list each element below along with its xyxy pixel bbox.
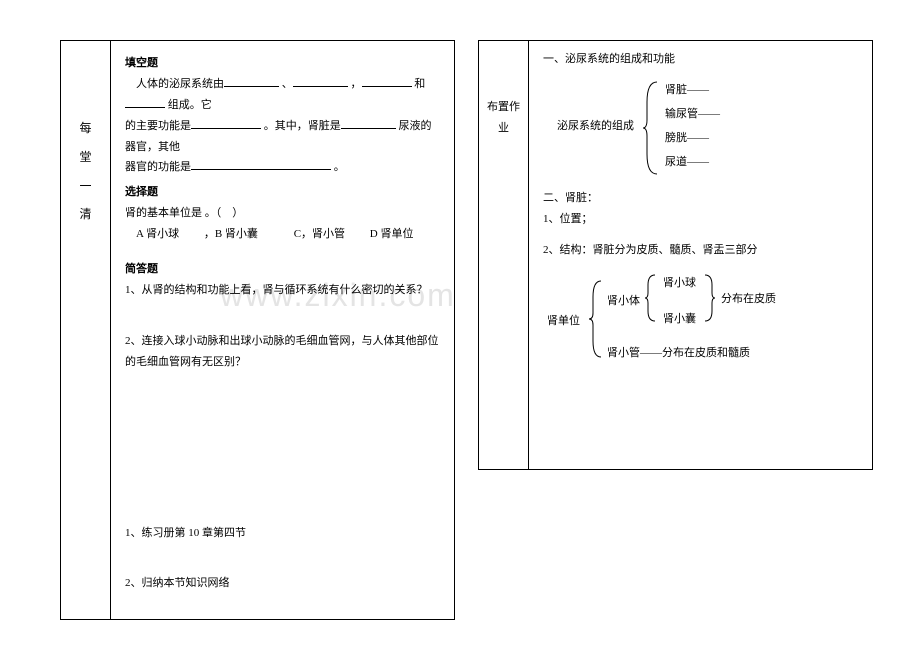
blank — [224, 75, 279, 87]
right-sidebar: 布置作业 — [479, 41, 529, 469]
text: 和 — [414, 78, 425, 90]
dist-label: 分布在皮质 — [721, 289, 776, 310]
sidebar-label: 布置作业 — [483, 97, 524, 139]
choice-opt: C，肾小管 — [294, 228, 345, 240]
comp-label: 泌尿系统的组成 — [557, 116, 634, 137]
fill-line: 人体的泌尿系统由 、 ， 和 组成。它 — [125, 74, 440, 116]
short-q2: 2、连接入球小动脉和出球小动脉的毛细血管网，与人体其他部位的毛细血管网有无区别？ — [125, 331, 440, 373]
blank — [125, 96, 165, 108]
hw-item: 2、归纳本节知识网络 — [125, 573, 440, 594]
brace-icon — [703, 273, 717, 323]
sec2-struct: 2、结构：肾脏分为皮质、髓质、肾盂三部分 — [543, 240, 858, 261]
choice-opt: D 肾单位 — [370, 228, 414, 240]
choice-options: A 肾小球 ，B 肾小囊 C，肾小管 D 肾单位 — [125, 224, 440, 245]
text: 人体的泌尿系统由 — [125, 78, 224, 90]
hw-item: 1、练习册第 10 章第四节 — [125, 523, 440, 544]
unit-label: 肾单位 — [547, 311, 580, 332]
brace-icon — [643, 80, 661, 176]
comp-item: 尿道—— — [665, 150, 858, 174]
short-q1: 1、从肾的结构和功能上看，肾与循环系统有什么密切的关系？ — [125, 280, 440, 301]
right-content: 一、泌尿系统的组成和功能 泌尿系统的组成 肾脏—— 输尿管—— 膀胱—— 尿道—… — [529, 41, 872, 469]
blank — [191, 117, 261, 129]
brace-icon — [645, 273, 659, 323]
left-content: 填空题 人体的泌尿系统由 、 ， 和 组成。它 的主要功能是 。其中，肾脏是 尿… — [111, 41, 454, 619]
blank — [362, 75, 412, 87]
blank — [341, 117, 396, 129]
section-1-title: 一、泌尿系统的组成和功能 — [543, 49, 858, 70]
blank — [191, 158, 331, 170]
brace-icon — [589, 279, 605, 359]
text: 连接入球小动脉和出球小动脉的毛细血管网，与人体其他部位的毛细血管网有无区别？ — [125, 335, 439, 368]
tube-label: 肾小管——分布在皮质和髓质 — [607, 343, 750, 364]
text: 器官的功能是 — [125, 161, 191, 173]
nang-label: 肾小囊 — [663, 309, 696, 330]
text: 、 — [282, 78, 293, 90]
text: ， — [351, 78, 362, 90]
sidebar-char: 清 — [79, 203, 91, 226]
sidebar-char: 一 — [79, 175, 91, 198]
short-title: 简答题 — [125, 259, 440, 280]
body-label: 肾小体 — [607, 291, 640, 312]
sec2-pos: 1、位置； — [543, 209, 858, 230]
blank — [293, 75, 348, 87]
left-page: 每 堂 一 清 填空题 人体的泌尿系统由 、 ， 和 组成。它 的主要功能是 。… — [60, 40, 455, 620]
text: 。 — [334, 161, 345, 173]
choice-title: 选择题 — [125, 182, 440, 203]
text: 的主要功能是 — [125, 120, 191, 132]
fill-line: 器官的功能是 。 — [125, 157, 440, 178]
choice-question: 肾的基本单位是 。（ ） — [125, 203, 440, 224]
left-sidebar: 每 堂 一 清 — [61, 41, 111, 619]
choice-opt: A 肾小球 — [136, 228, 179, 240]
text: 从肾的结构和功能上看，肾与循环系统有什么密切的关系？ — [142, 284, 428, 296]
text: 。其中，肾脏是 — [264, 120, 341, 132]
comp-item: 输尿管—— — [665, 102, 858, 126]
comp-item: 膀胱—— — [665, 126, 858, 150]
section-2-title: 二、肾脏： — [543, 188, 858, 209]
right-page: 布置作业 一、泌尿系统的组成和功能 泌尿系统的组成 肾脏—— 输尿管—— 膀胱—… — [478, 40, 873, 470]
sidebar-char: 每 — [79, 117, 91, 140]
fill-line: 的主要功能是 。其中，肾脏是 尿液的器官，其他 — [125, 116, 440, 158]
text: 组成。它 — [168, 99, 212, 111]
qiu-label: 肾小球 — [663, 273, 696, 294]
sidebar-char: 堂 — [79, 146, 91, 169]
choice-opt: ，B 肾小囊 — [204, 228, 258, 240]
comp-item: 肾脏—— — [665, 78, 858, 102]
fill-title: 填空题 — [125, 53, 440, 74]
